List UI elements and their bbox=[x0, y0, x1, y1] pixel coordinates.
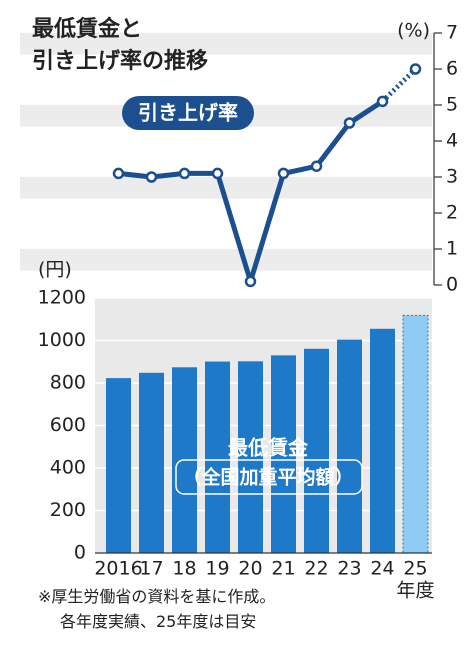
point bbox=[178, 167, 191, 180]
stripe bbox=[20, 177, 432, 199]
point bbox=[310, 160, 323, 172]
bar bbox=[205, 361, 230, 553]
y-tick-label: 3 bbox=[446, 166, 458, 188]
x-tick-label: 21 bbox=[271, 558, 295, 580]
x-tick-label: 22 bbox=[304, 558, 328, 580]
y-tick-label: 400 bbox=[50, 457, 86, 479]
bar bbox=[106, 378, 131, 553]
unit-label: (%) bbox=[397, 20, 430, 42]
y-tick-label: 5 bbox=[446, 94, 458, 116]
series-label: （全国加重平均額） bbox=[182, 466, 353, 489]
series-label: 最低賃金 bbox=[228, 436, 309, 460]
y-tick-label: 0 bbox=[74, 542, 86, 564]
point bbox=[211, 167, 224, 180]
point bbox=[112, 167, 125, 180]
y-tick-label: 1200 bbox=[38, 287, 86, 309]
point bbox=[409, 63, 422, 75]
bar bbox=[304, 348, 329, 553]
y-tick-label: 1000 bbox=[38, 329, 86, 351]
chart-title: 引き上げ率の推移 bbox=[32, 48, 208, 74]
point bbox=[343, 117, 356, 129]
x-tick-label: 25 bbox=[403, 558, 427, 580]
y-tick-label: 800 bbox=[50, 372, 86, 394]
y-tick-label: 4 bbox=[446, 130, 458, 152]
x-tick-label: 23 bbox=[337, 558, 361, 580]
y-tick-label: 7 bbox=[446, 22, 458, 44]
footnote: 各年度実績、25年度は目安 bbox=[60, 612, 256, 631]
y-tick-label: 0 bbox=[446, 274, 458, 296]
stripe bbox=[20, 249, 432, 271]
bar bbox=[238, 361, 263, 553]
x-tick-label: 17 bbox=[139, 558, 163, 580]
label-box bbox=[175, 459, 363, 495]
bar bbox=[402, 314, 429, 554]
stripe bbox=[20, 33, 432, 55]
bar bbox=[370, 328, 395, 553]
y-tick-label: 1 bbox=[446, 238, 458, 260]
x-tick-label: 19 bbox=[205, 558, 229, 580]
bar bbox=[337, 339, 362, 553]
line-estimate bbox=[380, 67, 418, 104]
x-tick-label: 18 bbox=[172, 558, 196, 580]
y-tick-label: 600 bbox=[50, 414, 86, 436]
point bbox=[145, 171, 158, 183]
point bbox=[244, 275, 257, 288]
point bbox=[376, 95, 389, 108]
x-tick-label: 2016 bbox=[94, 558, 142, 580]
x-tick-label: 24 bbox=[370, 558, 394, 580]
y-tick-label: 2 bbox=[446, 202, 458, 224]
x-tick-label: 20 bbox=[238, 558, 262, 580]
chart-title: 最低賃金と bbox=[32, 16, 142, 42]
unit-label: (円) bbox=[38, 259, 72, 281]
label-box bbox=[122, 96, 254, 130]
bar bbox=[271, 355, 296, 553]
bar bbox=[139, 372, 164, 553]
y-tick-label: 6 bbox=[446, 58, 458, 80]
x-unit: 年度 bbox=[396, 580, 434, 602]
point bbox=[277, 167, 290, 180]
footnote: ※厚生労働省の資料を基に作成。 bbox=[38, 587, 275, 606]
y-tick-label: 200 bbox=[50, 499, 86, 521]
series-label: 引き上げ率 bbox=[138, 101, 238, 125]
